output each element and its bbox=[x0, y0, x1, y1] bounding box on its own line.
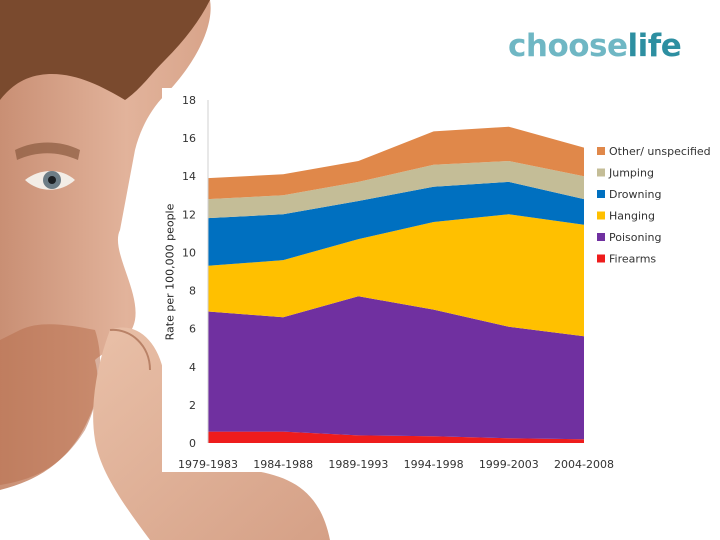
area-series-3 bbox=[208, 181, 584, 266]
legend-label-4: Jumping bbox=[608, 167, 654, 180]
stacked-area-chart: 0 2 4 6 8 10 12 14 16 18 1979-1983 1984-1988 1989-19… bbox=[178, 94, 711, 471]
x-tick-label: 1994-1998 bbox=[404, 458, 464, 471]
y-tick-label: 8 bbox=[189, 285, 196, 298]
x-tick-label: 1989-1993 bbox=[328, 458, 388, 471]
y-tick-label: 6 bbox=[189, 323, 196, 336]
man-photo bbox=[0, 0, 330, 540]
legend-swatch-1 bbox=[597, 233, 605, 241]
brand-logo-part1: choose bbox=[508, 28, 628, 64]
legend-swatch-3 bbox=[597, 190, 605, 198]
brand-logo: chooselife bbox=[508, 28, 682, 64]
area-series-4 bbox=[208, 161, 584, 219]
x-tick-label: 2004-2008 bbox=[554, 458, 614, 471]
y-tick-label: 14 bbox=[182, 170, 196, 183]
legend-swatch-5 bbox=[597, 147, 605, 155]
y-tick-label: 4 bbox=[189, 361, 196, 374]
legend-label-1: Poisoning bbox=[609, 231, 661, 244]
y-tick-label: 2 bbox=[189, 399, 196, 412]
legend-swatch-2 bbox=[597, 211, 605, 220]
legend-label-0: Firearms bbox=[609, 253, 656, 266]
area-series-0 bbox=[208, 431, 584, 443]
y-tick-label: 12 bbox=[182, 208, 196, 221]
chart-panel: 0 2 4 6 8 10 12 14 16 18 1979-1983 1984-1988 1989-19… bbox=[162, 88, 720, 472]
y-tick-label: 0 bbox=[189, 437, 196, 450]
y-tick-label: 16 bbox=[182, 132, 196, 145]
x-tick-label: 1979-1983 bbox=[178, 458, 238, 471]
y-tick-label: 18 bbox=[182, 94, 196, 107]
legend-label-2: Hanging bbox=[609, 210, 655, 223]
y-axis-label: Rate per 100,000 people bbox=[163, 203, 177, 341]
area-series-2 bbox=[208, 214, 584, 337]
legend-swatch-4 bbox=[597, 168, 605, 177]
legend-swatch-0 bbox=[597, 254, 605, 263]
x-tick-label: 1984-1988 bbox=[253, 458, 313, 471]
brand-logo-part2: life bbox=[627, 28, 682, 64]
x-tick-label: 1999-2003 bbox=[479, 458, 539, 471]
y-tick-label: 10 bbox=[182, 246, 196, 259]
legend-label-3: Drowning bbox=[609, 188, 661, 201]
area-series-5 bbox=[208, 126, 584, 200]
legend-label-5: Other/ unspecified bbox=[609, 145, 711, 158]
area-series-1 bbox=[208, 296, 584, 440]
